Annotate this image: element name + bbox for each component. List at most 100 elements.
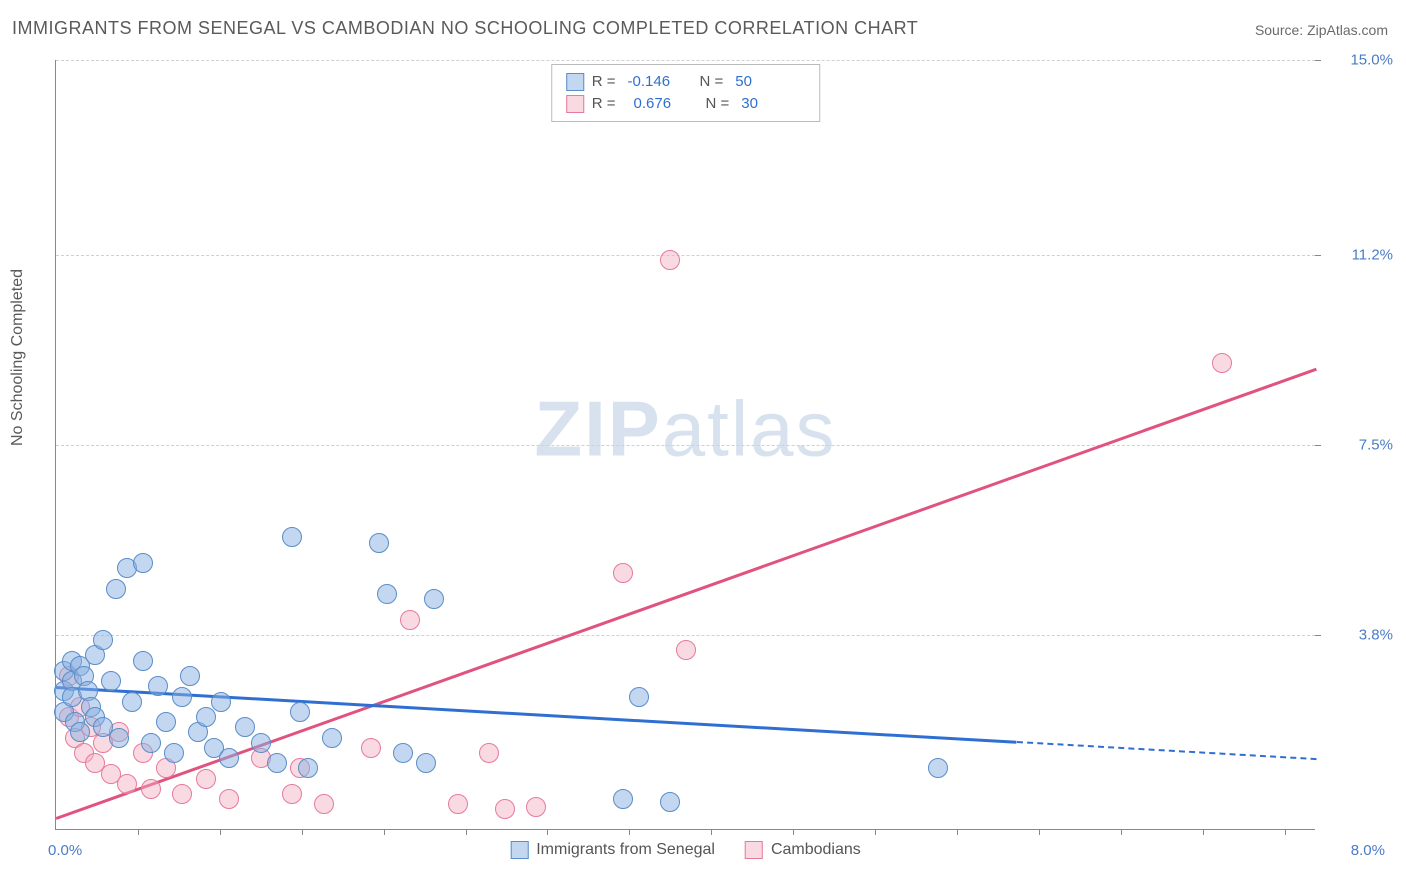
data-point-senegal (211, 692, 231, 712)
data-point-senegal (251, 733, 271, 753)
data-point-cambodians (479, 743, 499, 763)
data-point-senegal (928, 758, 948, 778)
legend-series: Immigrants from Senegal Cambodians (510, 841, 861, 859)
swatch-pink-icon (745, 841, 763, 859)
legend-stats-row-2: R = 0.676 N = 30 (566, 93, 806, 115)
gridline-h (56, 60, 1315, 61)
plot-area: ZIPatlas R = -0.146 N = 50 R = 0.676 N =… (55, 60, 1315, 830)
x-tick (220, 829, 221, 835)
legend-label: Immigrants from Senegal (536, 841, 715, 859)
data-point-cambodians (400, 610, 420, 630)
data-point-senegal (424, 589, 444, 609)
data-point-cambodians (613, 563, 633, 583)
source-attribution: Source: ZipAtlas.com (1255, 22, 1388, 38)
data-point-senegal (416, 753, 436, 773)
data-point-cambodians (117, 774, 137, 794)
data-point-cambodians (526, 797, 546, 817)
watermark-light: atlas (662, 385, 837, 473)
data-point-senegal (282, 527, 302, 547)
data-point-cambodians (282, 784, 302, 804)
data-point-senegal (629, 687, 649, 707)
y-axis-title: No Schooling Completed (9, 269, 27, 446)
x-tick (1121, 829, 1122, 835)
data-point-senegal (133, 651, 153, 671)
data-point-cambodians (196, 769, 216, 789)
data-point-senegal (196, 707, 216, 727)
data-point-senegal (369, 533, 389, 553)
x-tick (1285, 829, 1286, 835)
legend-item-senegal: Immigrants from Senegal (510, 841, 715, 859)
data-point-senegal (133, 553, 153, 573)
data-point-cambodians (495, 799, 515, 819)
gridline-h (56, 445, 1315, 446)
source-label: Source: (1255, 22, 1303, 38)
x-tick (711, 829, 712, 835)
x-tick (793, 829, 794, 835)
y-tick-label: 7.5% (1359, 437, 1393, 454)
legend-item-cambodians: Cambodians (745, 841, 861, 859)
legend-label: Cambodians (771, 841, 861, 859)
swatch-blue-icon (510, 841, 528, 859)
n-label: N = (706, 93, 730, 115)
data-point-cambodians (660, 250, 680, 270)
gridline-h (56, 255, 1315, 256)
legend-stats: R = -0.146 N = 50 R = 0.676 N = 30 (551, 64, 821, 122)
r-label: R = (592, 93, 616, 115)
swatch-pink-icon (566, 95, 584, 113)
y-tick (1315, 635, 1321, 636)
data-point-senegal (164, 743, 184, 763)
data-point-cambodians (219, 789, 239, 809)
data-point-senegal (172, 687, 192, 707)
x-tick (1039, 829, 1040, 835)
x-tick (138, 829, 139, 835)
data-point-senegal (141, 733, 161, 753)
swatch-blue-icon (566, 73, 584, 91)
x-tick (957, 829, 958, 835)
data-point-cambodians (141, 779, 161, 799)
trend-line (56, 368, 1317, 820)
x-tick (302, 829, 303, 835)
data-point-cambodians (448, 794, 468, 814)
x-origin-label: 0.0% (48, 842, 82, 859)
data-point-cambodians (172, 784, 192, 804)
n-value-pink: 30 (741, 93, 791, 115)
r-value-pink: 0.676 (634, 93, 684, 115)
watermark: ZIPatlas (534, 384, 836, 475)
data-point-senegal (156, 712, 176, 732)
correlation-chart: IMMIGRANTS FROM SENEGAL VS CAMBODIAN NO … (0, 0, 1406, 892)
data-point-senegal (290, 702, 310, 722)
data-point-senegal (109, 728, 129, 748)
x-tick (466, 829, 467, 835)
x-tick (875, 829, 876, 835)
data-point-senegal (101, 671, 121, 691)
data-point-senegal (219, 748, 239, 768)
legend-stats-row-1: R = -0.146 N = 50 (566, 71, 806, 93)
x-tick (1203, 829, 1204, 835)
y-tick (1315, 255, 1321, 256)
y-tick-label: 15.0% (1350, 52, 1393, 69)
n-value-blue: 50 (735, 71, 785, 93)
data-point-cambodians (361, 738, 381, 758)
data-point-senegal (235, 717, 255, 737)
data-point-senegal (70, 722, 90, 742)
x-tick (629, 829, 630, 835)
data-point-senegal (148, 676, 168, 696)
y-tick (1315, 60, 1321, 61)
data-point-senegal (122, 692, 142, 712)
data-point-senegal (267, 753, 287, 773)
r-label: R = (592, 71, 616, 93)
y-tick (1315, 445, 1321, 446)
data-point-senegal (180, 666, 200, 686)
n-label: N = (700, 71, 724, 93)
data-point-cambodians (676, 640, 696, 660)
x-tick (384, 829, 385, 835)
data-point-senegal (322, 728, 342, 748)
data-point-senegal (106, 579, 126, 599)
data-point-senegal (613, 789, 633, 809)
gridline-h (56, 635, 1315, 636)
data-point-cambodians (314, 794, 334, 814)
trend-line (1017, 741, 1316, 760)
data-point-senegal (377, 584, 397, 604)
y-tick-label: 11.2% (1352, 247, 1393, 264)
watermark-bold: ZIP (534, 385, 661, 473)
